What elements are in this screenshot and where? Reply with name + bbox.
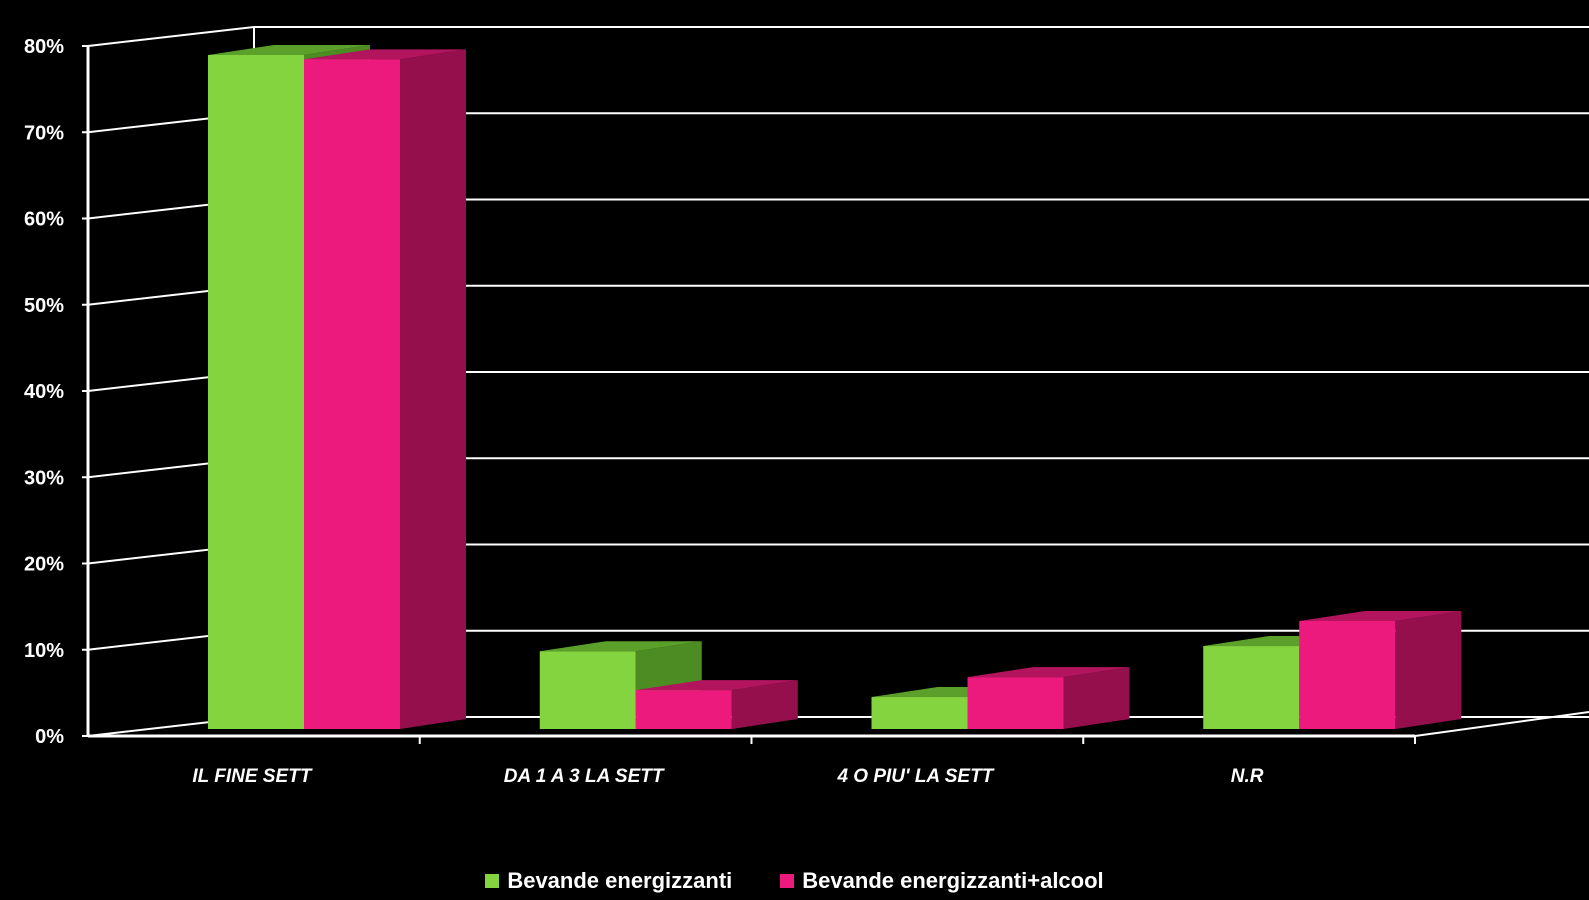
axis-labels: 0% 10% 20% 30% 40% 50% 60% 70% 80% IL FINE SETT DA…: [24, 36, 1264, 787]
bar-front: [635, 690, 732, 729]
legend-item-series-2: Bevande energizzanti+alcool: [780, 868, 1104, 894]
bar-top: [967, 667, 1130, 678]
gridline-side: [87, 26, 255, 47]
y-tick-label: 60%: [24, 209, 64, 231]
bar-2-1: [304, 49, 466, 730]
legend-label-series-1: Bevande energizzanti: [507, 868, 733, 893]
legend-label-series-2: Bevande energizzanti+alcool: [802, 868, 1104, 893]
bar-front: [1203, 646, 1300, 729]
bar-side: [1063, 667, 1130, 729]
bar-front: [304, 59, 400, 730]
x-tick-label: IL FINE SETT: [192, 766, 312, 787]
legend-swatch-series-2: [780, 874, 795, 888]
bars: [208, 45, 1462, 730]
bar-2-2: [635, 680, 798, 729]
y-tick-label: 70%: [24, 122, 64, 144]
y-tick-label: 50%: [24, 295, 64, 317]
bar-top: [1299, 610, 1462, 621]
bar-top: [539, 641, 702, 652]
legend-item-series-1: Bevande energizzanti: [485, 868, 732, 894]
bar-side: [731, 680, 798, 729]
bar-2-4: [1299, 610, 1462, 729]
bar-side: [1395, 610, 1462, 729]
legend-swatch-series-1: [485, 874, 500, 888]
y-tick-label: 10%: [24, 640, 64, 662]
bar-side: [400, 49, 466, 730]
y-tick-label: 0%: [35, 726, 64, 748]
y-tick-label: 30%: [24, 467, 64, 489]
y-tick-label: 20%: [24, 554, 64, 576]
x-tick-label: N.R: [1231, 766, 1264, 787]
x-tick-label: 4 O PIU' LA SETT: [836, 766, 994, 787]
y-tick-label: 40%: [24, 381, 64, 403]
bar-top: [635, 680, 798, 691]
y-tick-label: 80%: [24, 36, 64, 58]
bar-front: [967, 677, 1064, 729]
bar-front: [1299, 620, 1396, 729]
floor-right-edge: [1414, 711, 1589, 737]
x-tick-label: DA 1 A 3 LA SETT: [504, 766, 665, 787]
legend: Bevande energizzanti Bevande energizzant…: [0, 868, 1589, 894]
bar-2-3: [967, 667, 1130, 729]
bar-front: [539, 651, 636, 729]
bar-top: [304, 49, 466, 60]
bar-front: [871, 697, 968, 729]
bar-top: [208, 45, 370, 55]
bar-front: [208, 55, 304, 729]
